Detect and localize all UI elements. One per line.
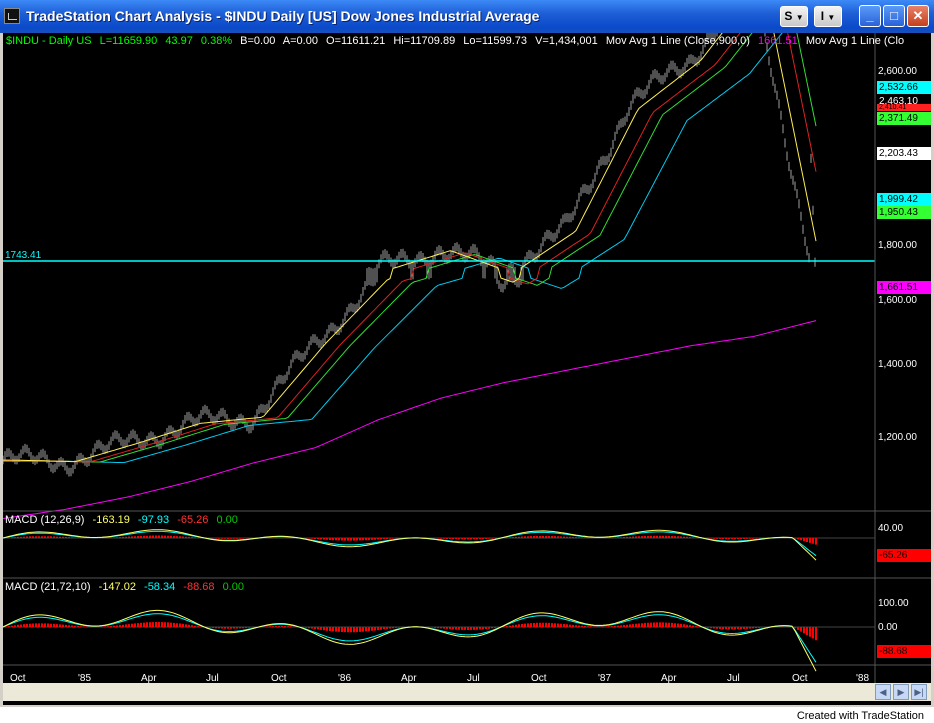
macd2-tick: 100.00 — [878, 598, 909, 609]
price-tick: 2,600.00 — [878, 66, 917, 77]
price-tag: 2,410.41 — [877, 104, 931, 111]
price-tag: 1,661.51 — [877, 281, 931, 294]
date-tick: Apr — [401, 673, 417, 684]
volume: V=1,434,001 — [535, 35, 598, 47]
scroll-end-icon[interactable]: ▶| — [911, 684, 927, 700]
close-button[interactable]: ✕ — [907, 5, 929, 27]
dropdown-arrow-icon: ▼ — [827, 13, 836, 22]
maximize-button[interactable]: □ — [883, 5, 905, 27]
s-button-label: S — [784, 9, 793, 23]
window-title: TradeStation Chart Analysis - $INDU Dail… — [26, 8, 540, 24]
macd2-signal: -58.34 — [144, 581, 176, 593]
price-bar-path — [3, 33, 816, 477]
last-price: L=11659.90 — [99, 35, 158, 47]
price-tag: 2,532.66 — [877, 81, 931, 94]
macd1-macd-line — [3, 529, 817, 561]
date-tick: '86 — [338, 673, 352, 684]
low-price: Lo=11599.73 — [463, 35, 527, 47]
macd2-histogram — [5, 622, 817, 641]
date-tick: Oct — [792, 673, 808, 684]
chart-area[interactable]: $INDU - Daily US L=11659.90 43.97 0.38% … — [3, 33, 931, 705]
moving-average-lines — [3, 33, 817, 519]
title-bar[interactable]: TradeStation Chart Analysis - $INDU Dail… — [0, 0, 934, 33]
macd1-signal: -97.93 — [137, 514, 170, 526]
high-price: Hi=11709.89 — [393, 35, 456, 47]
macd2-value: -147.02 — [98, 581, 136, 593]
macd1-hist: -65.26 — [177, 514, 209, 526]
mov-avg-label: Mov Avg 1 Line (Close,900,0) — [605, 35, 750, 47]
change: 43.97 — [165, 35, 193, 47]
ma-900-line — [3, 320, 817, 519]
macd2-hist-tag: -88.68 — [877, 645, 931, 658]
macd2-name: MACD (21,72,10) — [5, 581, 91, 593]
date-tick: '88 — [856, 673, 870, 684]
ma-red-line — [3, 33, 817, 463]
horizontal-scrollbar[interactable]: ◀ ▶ ▶| — [3, 683, 931, 701]
date-tick: Oct — [10, 673, 26, 684]
minimize-button[interactable]: _ — [859, 5, 881, 27]
date-tick: Oct — [531, 673, 547, 684]
footer-credit: Created with TradeStation — [796, 710, 924, 722]
date-tick: '87 — [598, 673, 612, 684]
mov-avg-value: 1661.51 — [758, 35, 798, 47]
date-tick: Oct — [271, 673, 287, 684]
macd2-tick: 0.00 — [878, 622, 898, 633]
bid: B=0.00 — [240, 35, 276, 47]
price-tick: 1,200.00 — [878, 432, 917, 443]
date-tick: Jul — [727, 673, 740, 684]
date-tick: Jul — [467, 673, 480, 684]
ask: A=0.00 — [282, 35, 318, 47]
macd1-histogram — [5, 535, 817, 545]
date-tick: Apr — [661, 673, 677, 684]
date-tick: '85 — [78, 673, 92, 684]
price-tick: 1,400.00 — [878, 359, 917, 370]
open-price: O=11611.21 — [326, 35, 386, 47]
ma-cyan-line — [3, 33, 783, 464]
symbol-label: $INDU - Daily US — [6, 35, 92, 47]
macd-pane-1 — [3, 529, 875, 561]
dropdown-arrow-icon: ▼ — [795, 13, 804, 22]
macd1-label: MACD (12,26,9) -163.19 -97.93 -65.26 0.0… — [5, 514, 243, 526]
chart-annotation: $INDU - Daily US L=11659.90 43.97 0.38% … — [6, 35, 909, 47]
i-button-label: I — [820, 9, 825, 23]
change-pct: 0.38% — [200, 35, 233, 47]
price-chart-svg — [3, 33, 931, 683]
horizontal-line-label: 1743.41 — [5, 250, 42, 261]
scroll-right-icon[interactable]: ▶ — [893, 684, 909, 700]
ma-green-line — [3, 33, 817, 463]
macd2-macd-line — [3, 609, 817, 672]
price-tick: 1,800.00 — [878, 240, 917, 251]
price-tick: 1,600.00 — [878, 295, 917, 306]
price-tag: 2,203.43 — [877, 147, 931, 160]
macd2-hist: -88.68 — [183, 581, 215, 593]
price-tag: 1,950.43 — [877, 206, 931, 219]
mov-avg-label-2: Mov Avg 1 Line (Clo — [805, 35, 905, 47]
macd1-hist-tag: -65.26 — [877, 549, 931, 562]
macd1-signal-line — [3, 530, 817, 557]
date-tick: Jul — [206, 673, 219, 684]
price-bars — [3, 33, 816, 477]
chart-window: TradeStation Chart Analysis - $INDU Dail… — [0, 0, 934, 707]
i-button[interactable]: I ▼ — [814, 6, 842, 27]
macd2-label: MACD (21,72,10) -147.02 -58.34 -88.68 0.… — [5, 581, 249, 593]
macd1-zero: 0.00 — [216, 514, 238, 526]
price-tag: 2,371.49 — [877, 112, 931, 125]
macd1-tick: 40.00 — [878, 523, 904, 534]
scroll-left-icon[interactable]: ◀ — [875, 684, 891, 700]
ma-yellow-line — [3, 33, 817, 463]
price-tag: 1,999.42 — [877, 193, 931, 206]
s-button[interactable]: S ▼ — [780, 6, 808, 27]
macd1-value: -163.19 — [92, 514, 130, 526]
macd2-zero: 0.00 — [222, 581, 244, 593]
date-tick: Apr — [141, 673, 157, 684]
macd2-signal-line — [3, 613, 817, 663]
chart-app-icon — [4, 8, 20, 24]
macd-pane-2 — [3, 609, 875, 672]
macd1-name: MACD (12,26,9) — [5, 514, 85, 526]
